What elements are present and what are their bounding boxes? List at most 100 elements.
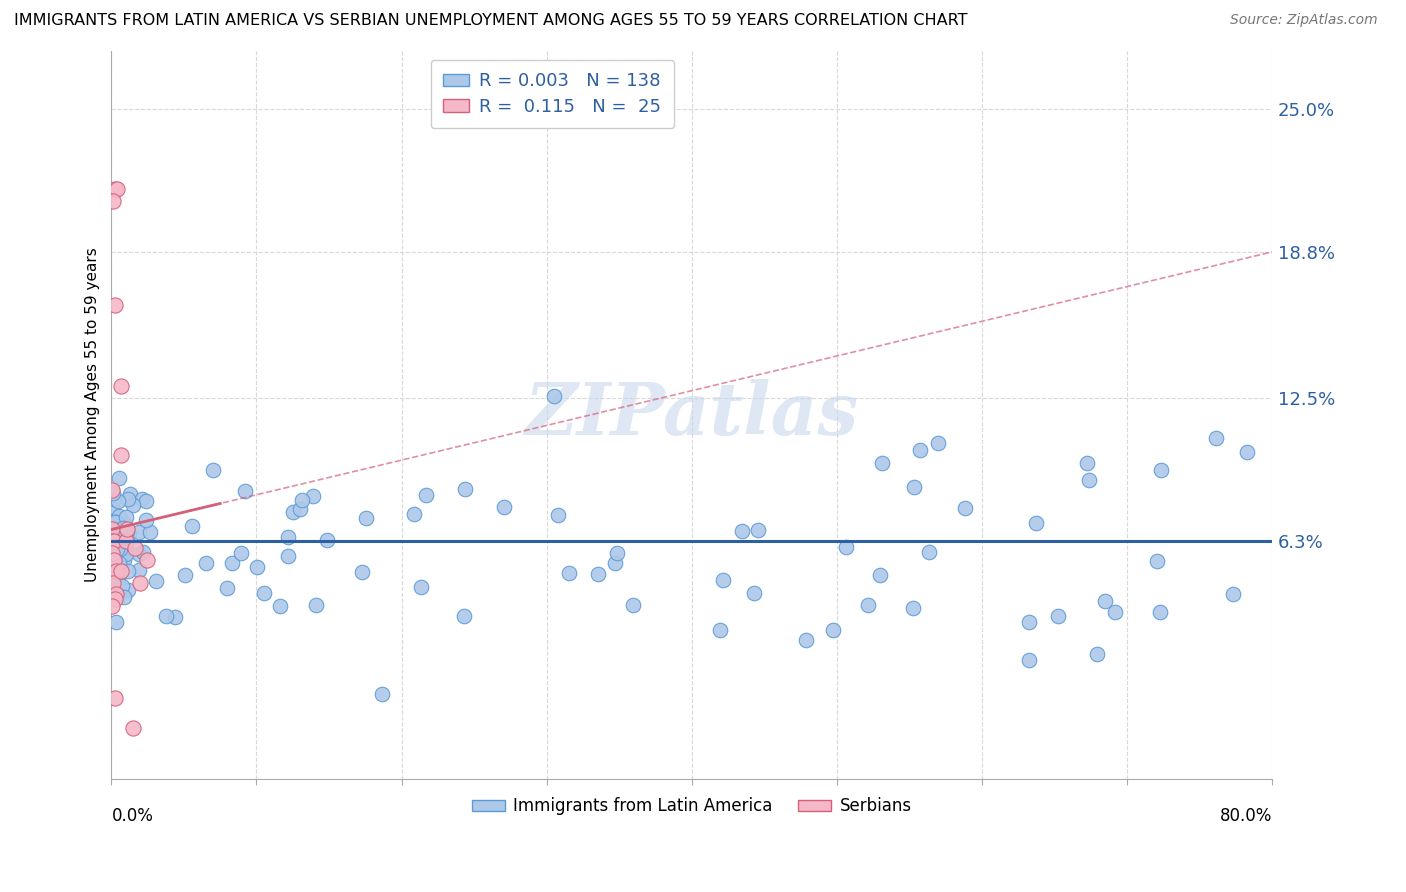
Point: [114, 537, 136, 551]
Point: [132, 545, 155, 559]
Point: [1025, 516, 1047, 530]
Point: [135, 494, 157, 508]
Point: [108, 540, 131, 554]
Point: [101, 599, 124, 613]
Point: [108, 537, 131, 551]
Point: [115, 524, 138, 538]
Point: [138, 525, 160, 540]
Point: [1236, 444, 1258, 458]
Point: [101, 558, 124, 573]
Point: [108, 549, 131, 564]
Point: [101, 194, 124, 208]
Point: [547, 508, 569, 523]
Point: [302, 489, 325, 503]
Point: [112, 516, 135, 530]
Point: [104, 564, 127, 578]
Point: [105, 182, 128, 196]
Point: [107, 543, 129, 558]
Point: [953, 501, 976, 516]
Point: [114, 547, 136, 561]
Point: [135, 513, 157, 527]
Point: [174, 568, 197, 582]
Point: [104, 567, 127, 582]
Point: [108, 587, 131, 601]
Point: [872, 456, 894, 470]
Point: [115, 523, 138, 537]
Point: [112, 553, 135, 567]
Point: [277, 549, 299, 563]
Point: [114, 525, 136, 540]
Point: [1076, 456, 1098, 470]
Point: [1085, 647, 1108, 661]
Point: [1018, 615, 1040, 629]
Point: [136, 552, 159, 566]
Point: [115, 510, 138, 524]
Point: [1094, 594, 1116, 608]
Point: [856, 598, 879, 612]
Point: [290, 502, 312, 516]
Point: [101, 530, 124, 544]
Point: [1222, 587, 1244, 601]
Point: [543, 389, 565, 403]
Point: [107, 534, 129, 549]
Point: [103, 492, 125, 507]
Point: [131, 492, 153, 507]
Point: [101, 486, 124, 500]
Point: [835, 540, 858, 554]
Point: [105, 587, 128, 601]
Point: [354, 511, 377, 525]
Point: [104, 544, 127, 558]
Point: [103, 523, 125, 537]
Point: [103, 558, 125, 572]
Point: [623, 598, 645, 612]
Point: [107, 471, 129, 485]
Point: [101, 523, 124, 537]
Point: [111, 579, 134, 593]
Point: [869, 567, 891, 582]
Point: [794, 633, 817, 648]
Point: [107, 509, 129, 524]
Point: [371, 687, 394, 701]
Point: [492, 500, 515, 514]
Point: [606, 546, 628, 560]
Point: [121, 498, 143, 512]
Point: [108, 550, 131, 565]
Point: [104, 516, 127, 530]
Point: [110, 379, 132, 393]
Point: [163, 610, 186, 624]
Point: [221, 556, 243, 570]
Text: 0.0%: 0.0%: [111, 807, 153, 825]
Point: [103, 534, 125, 549]
Point: [104, 591, 127, 606]
Legend: Immigrants from Latin America, Serbians: Immigrants from Latin America, Serbians: [465, 790, 918, 822]
Text: Source: ZipAtlas.com: Source: ZipAtlas.com: [1230, 13, 1378, 28]
Point: [110, 449, 132, 463]
Point: [101, 575, 124, 590]
Point: [1149, 605, 1171, 619]
Point: [124, 541, 146, 555]
Point: [1078, 473, 1101, 487]
Point: [107, 523, 129, 537]
Point: [908, 443, 931, 458]
Point: [114, 534, 136, 549]
Point: [101, 531, 124, 545]
Point: [103, 298, 125, 312]
Point: [742, 585, 765, 599]
Point: [415, 488, 437, 502]
Point: [918, 544, 941, 558]
Point: [107, 574, 129, 588]
Point: [246, 559, 269, 574]
Point: [1205, 431, 1227, 445]
Point: [201, 463, 224, 477]
Point: [101, 483, 124, 498]
Point: [104, 182, 127, 196]
Point: [277, 530, 299, 544]
Point: [903, 480, 925, 494]
Point: [112, 590, 135, 604]
Point: [105, 615, 128, 630]
Point: [105, 542, 128, 557]
Point: [117, 491, 139, 506]
Point: [747, 523, 769, 537]
Point: [155, 608, 177, 623]
Point: [110, 540, 132, 554]
